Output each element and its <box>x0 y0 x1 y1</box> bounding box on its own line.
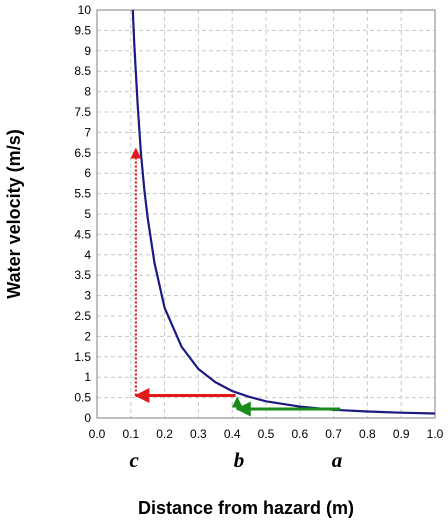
x-tick-label: 0.8 <box>359 427 376 441</box>
x-axis-title: Distance from hazard (m) <box>138 498 354 518</box>
y-tick-label: 9.5 <box>74 23 91 37</box>
x-tick-label: 1.0 <box>427 427 444 441</box>
y-tick-label: 3 <box>84 289 91 303</box>
y-tick-label: 2 <box>84 329 91 343</box>
y-tick-label: 0.5 <box>74 391 91 405</box>
y-tick-label: 1 <box>84 370 91 384</box>
y-tick-label: 5 <box>84 207 91 221</box>
x-tick-label: 0.3 <box>190 427 207 441</box>
y-tick-label: 7.5 <box>74 105 91 119</box>
y-tick-label: 6.5 <box>74 146 91 160</box>
point-label-a: a <box>332 448 343 472</box>
y-axis-title: Water velocity (m/s) <box>4 129 24 298</box>
y-tick-label: 4.5 <box>74 227 91 241</box>
y-tick-label: 3.5 <box>74 268 91 282</box>
y-tick-label: 7 <box>84 125 91 139</box>
y-tick-label: 8 <box>84 85 91 99</box>
y-tick-label: 5.5 <box>74 187 91 201</box>
x-tick-label: 0.2 <box>156 427 173 441</box>
y-axis-tick-labels: 0 0.5 1 1.5 2 2.5 3 3.5 4 4.5 5 5.5 6 6.5 7 7.5 8 8.5 9 9.5… <box>74 3 91 425</box>
x-tick-label: 0.7 <box>325 427 342 441</box>
series-line <box>131 9 436 415</box>
x-tick-label: 0.9 <box>393 427 410 441</box>
plot-area-frame <box>96 9 436 419</box>
y-tick-label: 9 <box>84 44 91 58</box>
point-label-c: c <box>130 448 140 472</box>
annotation-arrows <box>130 147 341 417</box>
point-label-b: b <box>234 448 245 472</box>
y-tick-label: 6 <box>84 166 91 180</box>
x-tick-label: 0.5 <box>258 427 275 441</box>
x-tick-label: 0.1 <box>122 427 139 441</box>
data-series <box>131 9 436 415</box>
x-tick-label: 0.6 <box>291 427 308 441</box>
y-tick-label: 0 <box>84 411 91 425</box>
grid-lines <box>96 9 436 419</box>
x-axis-tick-labels: 0.0 0.1 0.2 0.3 0.4 0.5 0.6 0.7 0.8 0.9 1.0 <box>89 427 444 441</box>
y-tick-label: 10 <box>78 3 92 17</box>
y-tick-label: 8.5 <box>74 64 91 78</box>
x-tick-label: 0.0 <box>89 427 106 441</box>
y-tick-label: 2.5 <box>74 309 91 323</box>
y-tick-label: 1.5 <box>74 350 91 364</box>
y-tick-label: 4 <box>84 248 91 262</box>
x-tick-label: 0.4 <box>224 427 241 441</box>
